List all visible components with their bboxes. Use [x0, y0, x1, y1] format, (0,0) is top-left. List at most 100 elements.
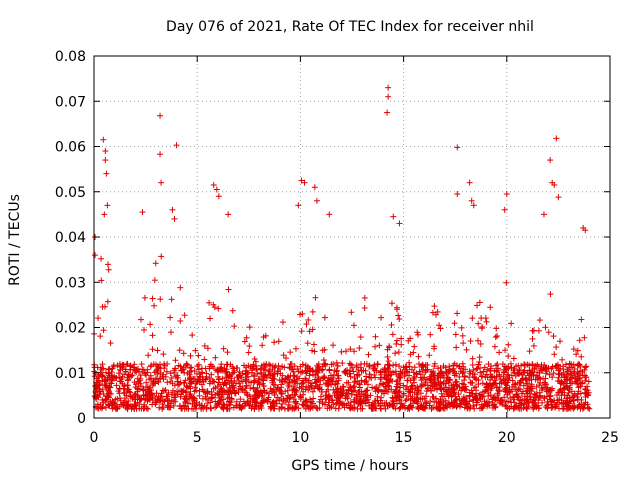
data-point	[526, 348, 533, 355]
data-point	[156, 397, 163, 404]
data-point	[499, 361, 506, 368]
data-point	[392, 350, 399, 357]
data-point	[177, 284, 184, 291]
data-point	[372, 333, 379, 340]
data-point	[511, 366, 518, 373]
data-point	[330, 401, 337, 408]
data-point	[454, 310, 461, 317]
data-point	[207, 315, 214, 322]
data-point	[484, 366, 491, 373]
data-point	[427, 398, 434, 405]
data-point	[501, 394, 508, 401]
data-point	[347, 373, 354, 380]
data-point	[129, 372, 136, 379]
data-point	[218, 403, 225, 410]
data-point	[279, 390, 286, 397]
data-point	[436, 322, 443, 329]
data-point	[147, 363, 154, 370]
data-point	[303, 321, 310, 328]
data-point	[392, 361, 399, 368]
data-point	[475, 320, 482, 327]
data-point	[521, 393, 528, 400]
data-point	[510, 405, 517, 412]
data-point	[520, 401, 527, 408]
data-point	[195, 361, 202, 368]
data-point	[520, 382, 527, 389]
data-point	[508, 364, 515, 371]
data-point	[361, 379, 368, 386]
data-point	[247, 397, 254, 404]
data-point	[207, 405, 214, 412]
data-point	[102, 404, 109, 411]
data-point	[581, 366, 588, 373]
data-point	[553, 364, 560, 371]
data-point	[239, 370, 246, 377]
data-point	[106, 365, 113, 372]
data-point	[112, 404, 119, 411]
data-points	[91, 84, 593, 412]
data-point	[509, 377, 516, 384]
data-point	[470, 366, 477, 373]
data-point	[422, 379, 429, 386]
data-point	[321, 374, 328, 381]
data-point	[361, 305, 368, 312]
data-point	[415, 353, 422, 360]
data-point	[388, 300, 395, 307]
data-point	[477, 340, 484, 347]
data-point	[475, 381, 482, 388]
data-point	[195, 352, 202, 359]
data-point	[206, 299, 213, 306]
data-point	[177, 317, 184, 324]
data-point	[416, 360, 423, 367]
data-point	[508, 320, 515, 327]
data-point	[574, 391, 581, 398]
data-point	[176, 347, 183, 354]
data-point	[411, 364, 418, 371]
data-point	[533, 383, 540, 390]
data-point	[374, 397, 381, 404]
data-point	[310, 395, 317, 402]
data-point	[138, 395, 145, 402]
data-point	[325, 399, 332, 406]
data-point	[98, 277, 105, 284]
data-point	[273, 397, 280, 404]
data-point	[421, 395, 428, 402]
data-point	[493, 325, 500, 332]
data-point	[411, 343, 418, 350]
data-point	[467, 338, 474, 345]
data-point	[550, 370, 557, 377]
data-point	[201, 342, 208, 349]
data-point	[544, 404, 551, 411]
data-point	[321, 314, 328, 321]
data-point	[400, 382, 407, 389]
data-point	[250, 363, 257, 370]
data-point	[570, 346, 577, 353]
data-point	[271, 391, 278, 398]
data-point	[381, 400, 388, 407]
data-point	[290, 396, 297, 403]
data-point	[547, 392, 554, 399]
data-point	[246, 343, 253, 350]
data-point	[437, 325, 444, 332]
data-point	[247, 401, 254, 408]
data-point	[238, 374, 245, 381]
data-point	[279, 319, 286, 326]
data-point	[290, 382, 297, 389]
data-point	[362, 400, 369, 407]
data-point	[95, 315, 102, 322]
data-point	[494, 392, 501, 399]
data-point	[407, 397, 414, 404]
data-point	[440, 363, 447, 370]
data-point	[479, 323, 486, 330]
data-point	[316, 398, 323, 405]
data-point	[535, 327, 542, 334]
data-point	[397, 404, 404, 411]
data-point	[451, 372, 458, 379]
data-point	[401, 402, 408, 409]
data-point	[377, 376, 384, 383]
data-point	[410, 376, 417, 383]
data-point	[443, 404, 450, 411]
data-point	[276, 386, 283, 393]
data-point	[103, 369, 110, 376]
